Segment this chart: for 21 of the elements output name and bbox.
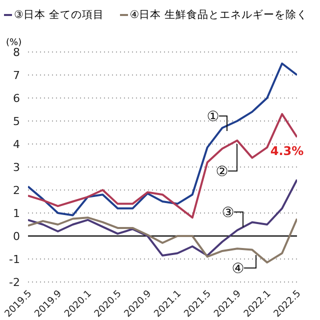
y-tick-label: 2 xyxy=(13,184,20,197)
legend-label: ③日本 全ての項目 xyxy=(13,8,104,22)
annotation: 4.3% xyxy=(270,144,304,158)
y-tick-label: 4 xyxy=(13,138,20,151)
line-series xyxy=(28,216,297,264)
y-axis-title: (%) xyxy=(6,38,22,48)
y-tick-label: 8 xyxy=(13,46,20,59)
y-tick-label: 6 xyxy=(13,92,20,105)
y-tick-label: -1 xyxy=(9,252,20,266)
y-tick-label: 7 xyxy=(13,68,20,82)
y-tick-label: 1 xyxy=(13,206,20,220)
y-tick-label: -2 xyxy=(9,276,20,289)
line-series xyxy=(28,178,297,257)
annotation: ① xyxy=(206,109,220,125)
annotation: ③ xyxy=(222,205,234,221)
annotation: ② xyxy=(216,164,228,180)
y-tick-label: 5 xyxy=(13,114,20,128)
annotation: ④ xyxy=(232,261,244,277)
y-tick-label: 0 xyxy=(13,230,20,243)
y-tick-label: 3 xyxy=(13,160,20,174)
legend-label: ④日本 生鮮食品とエネルギーを除く xyxy=(128,8,308,22)
